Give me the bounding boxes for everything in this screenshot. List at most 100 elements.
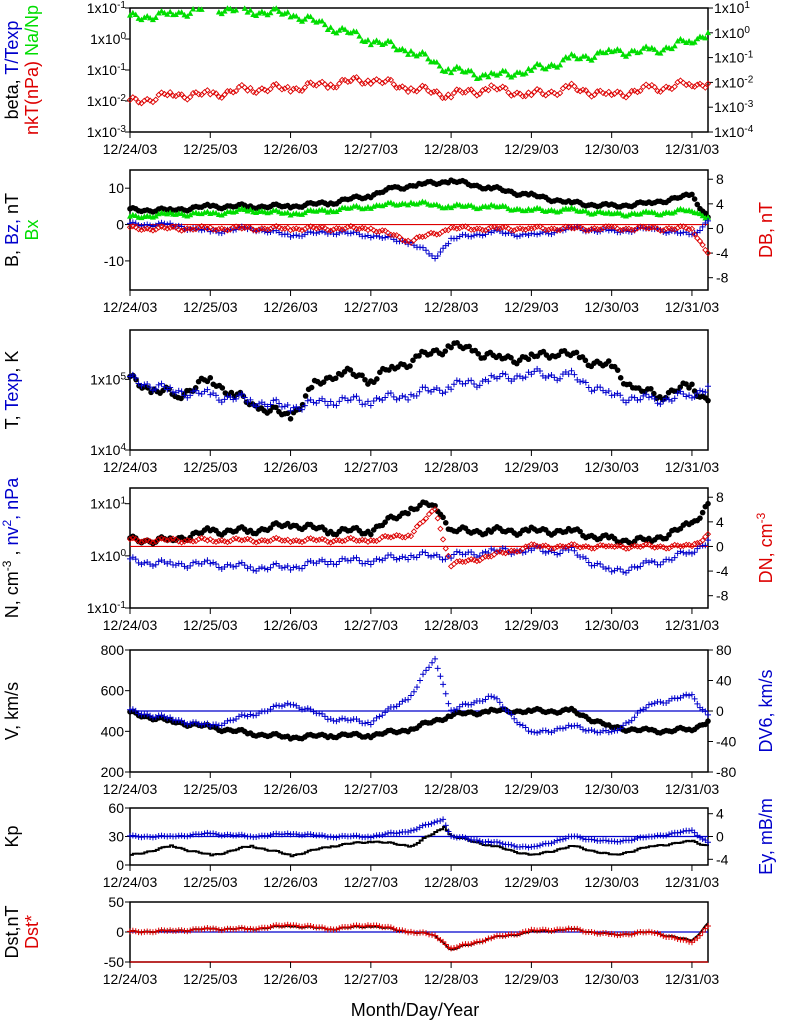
data-point xyxy=(466,343,472,350)
x-tick-label: 12/27/03 xyxy=(344,617,399,633)
data-point xyxy=(347,230,354,237)
data-point xyxy=(420,929,427,936)
data-point xyxy=(665,84,673,91)
data-point xyxy=(307,396,314,403)
data-point xyxy=(221,396,228,403)
data-point xyxy=(241,394,248,401)
x-tick-label: 12/26/03 xyxy=(263,299,318,315)
data-point xyxy=(617,725,624,732)
data-point xyxy=(247,396,254,403)
data-point xyxy=(319,832,326,839)
data-point xyxy=(422,384,429,391)
data-point xyxy=(511,72,518,78)
data-point xyxy=(643,929,650,936)
data-point xyxy=(465,86,472,94)
data-point xyxy=(301,84,309,91)
data-point xyxy=(132,375,139,382)
data-point xyxy=(436,91,443,98)
data-point xyxy=(390,43,397,49)
data-point xyxy=(562,926,569,933)
data-point xyxy=(178,927,185,934)
data-point xyxy=(187,211,194,218)
data-point xyxy=(396,84,403,91)
data-point xyxy=(628,837,635,844)
data-point xyxy=(261,86,268,93)
y-axis-label: T, Texp, K xyxy=(2,351,22,430)
data-point xyxy=(293,232,300,239)
data-point xyxy=(198,831,205,838)
data-point xyxy=(450,89,458,97)
data-point xyxy=(631,836,638,843)
data-point xyxy=(579,378,586,385)
x-tick-label: 12/25/03 xyxy=(183,459,238,475)
data-point xyxy=(450,381,457,388)
data-point xyxy=(442,389,449,396)
data-point xyxy=(404,88,412,96)
data-point xyxy=(167,224,174,231)
data-point xyxy=(542,542,549,549)
data-point xyxy=(514,233,521,240)
data-point xyxy=(267,564,274,571)
data-point xyxy=(699,509,706,516)
data-point xyxy=(456,378,463,385)
data-point xyxy=(468,86,475,93)
y-tick-label-right: 0 xyxy=(716,703,724,719)
data-point xyxy=(536,205,543,212)
data-point xyxy=(588,727,595,734)
data-point xyxy=(499,840,506,847)
data-point xyxy=(287,233,294,240)
data-point xyxy=(625,397,632,404)
data-point xyxy=(505,708,512,715)
data-point xyxy=(284,921,291,928)
data-point xyxy=(178,388,185,395)
data-point xyxy=(379,832,386,839)
data-point xyxy=(611,47,618,54)
data-point xyxy=(645,701,652,708)
data-point xyxy=(677,384,684,390)
x-tick-label: 12/27/03 xyxy=(344,459,399,475)
data-point xyxy=(591,929,598,936)
data-point xyxy=(192,89,200,96)
data-point xyxy=(475,350,482,357)
data-point xyxy=(405,929,412,936)
data-point xyxy=(434,253,441,260)
data-point xyxy=(336,398,343,405)
data-point xyxy=(574,543,581,550)
y-axis-label-text: V, km/s xyxy=(2,682,22,740)
data-point xyxy=(132,556,139,563)
data-point xyxy=(651,209,658,216)
data-point xyxy=(571,52,578,59)
data-point xyxy=(671,554,678,561)
data-point xyxy=(522,374,529,381)
data-point xyxy=(559,836,566,843)
y-tick-label-right: 4 xyxy=(716,514,724,530)
data-point xyxy=(152,213,159,219)
data-point xyxy=(697,515,703,521)
data-point xyxy=(645,928,652,935)
data-point xyxy=(393,396,400,403)
data-point xyxy=(651,83,658,91)
data-point xyxy=(284,231,291,238)
data-point xyxy=(224,393,231,400)
data-point xyxy=(276,8,283,14)
data-point xyxy=(696,80,704,87)
y-tick-label: 1x10-1 xyxy=(87,62,127,79)
y-tick-label: 30 xyxy=(108,829,124,845)
data-point xyxy=(221,210,228,216)
data-point xyxy=(270,397,277,404)
data-point xyxy=(270,223,277,231)
data-point xyxy=(571,225,578,232)
data-point xyxy=(591,91,598,99)
data-point xyxy=(181,563,188,570)
data-point xyxy=(488,545,495,552)
data-point xyxy=(164,210,171,217)
data-point xyxy=(591,387,598,394)
data-point xyxy=(307,923,314,930)
x-tick-label: 12/25/03 xyxy=(183,781,238,797)
data-point xyxy=(651,390,657,397)
data-point xyxy=(605,88,612,95)
data-point xyxy=(227,5,234,12)
data-point xyxy=(167,8,174,15)
data-point xyxy=(207,91,214,98)
data-point xyxy=(327,398,334,405)
